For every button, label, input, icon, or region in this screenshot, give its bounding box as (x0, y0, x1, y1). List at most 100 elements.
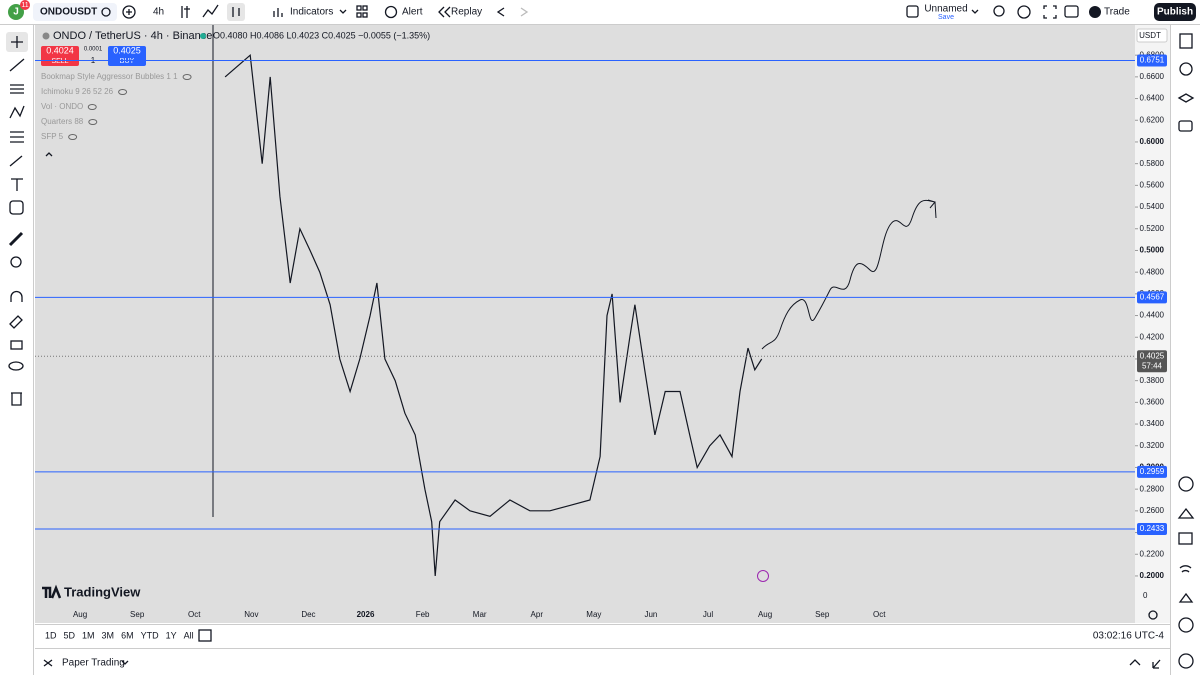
text-tool[interactable] (11, 178, 23, 191)
watchlist-button[interactable] (1179, 33, 1193, 49)
price-label: 0.6751 (1140, 56, 1165, 65)
price-label-box (1137, 54, 1167, 67)
publish-label: Publish (1157, 7, 1193, 18)
layout-name[interactable]: Unnamed (924, 4, 967, 15)
spread: 0.0001 (84, 47, 103, 53)
delete-tool[interactable] (11, 392, 22, 406)
settings-button[interactable] (1017, 5, 1031, 19)
indicator[interactable]: SFP 5 (41, 132, 64, 141)
y-tick-label: 0.2200 (1140, 549, 1165, 558)
indicator[interactable]: Bookmap Style Aggressor Bubbles 1 1 (41, 72, 178, 81)
axis-settings[interactable] (1148, 610, 1158, 620)
brush-tool[interactable] (9, 155, 23, 167)
indicator[interactable]: Ichimoku 9 26 52 26 (41, 87, 114, 96)
visibility-toggle[interactable] (68, 134, 78, 140)
layout-icon[interactable] (356, 5, 362, 11)
zoom-tool[interactable] (10, 256, 22, 268)
buy-button[interactable] (108, 46, 146, 66)
compare-button[interactable] (122, 5, 136, 19)
search-button[interactable] (993, 5, 1005, 17)
candles-button[interactable] (227, 3, 245, 21)
alert-icon (384, 5, 398, 19)
range-button[interactable]: 1Y (166, 630, 177, 640)
forecast-tool[interactable] (10, 131, 24, 143)
y-tick-label: 0.5000 (1140, 246, 1165, 255)
event-marker[interactable] (757, 570, 769, 582)
visibility-toggle[interactable] (88, 119, 98, 125)
avatar[interactable] (8, 4, 24, 20)
visibility-toggle[interactable] (182, 74, 192, 80)
y-tick-label: 0.3600 (1140, 397, 1165, 406)
x-tick-label: Sep (815, 610, 830, 619)
expand-panel[interactable] (1129, 659, 1141, 666)
help-button[interactable] (1178, 653, 1194, 669)
layout-checkbox[interactable] (906, 5, 919, 18)
maximize-panel[interactable] (1152, 659, 1161, 669)
range-button[interactable]: 5D (64, 630, 76, 640)
hide-tool[interactable] (8, 361, 24, 371)
bars-icon[interactable] (181, 6, 190, 18)
measure-tool[interactable] (8, 231, 24, 247)
fib-tool[interactable] (10, 84, 24, 94)
y-tick-label: 0.3800 (1140, 376, 1165, 385)
alert-button[interactable]: Alert (402, 7, 423, 18)
watermark: TradingView (64, 584, 141, 599)
layers-button[interactable] (1177, 93, 1195, 103)
visibility-toggle[interactable] (87, 104, 97, 110)
pattern-tool[interactable] (9, 105, 25, 119)
range-button[interactable]: 1M (82, 630, 95, 640)
symbol-search[interactable] (33, 3, 117, 21)
interval[interactable]: 4h (153, 7, 164, 18)
caret[interactable] (339, 9, 347, 14)
side-button[interactable] (1178, 476, 1194, 492)
badge-count: 11 (21, 2, 28, 9)
range-bar: 03:02:16 UTC-4 1D 5D 1M 3M 6M YTD 1Y All (45, 629, 1165, 642)
collapse-legend[interactable] (45, 152, 53, 157)
indicator[interactable]: Vol · ONDO (41, 102, 83, 111)
y-tick-label: 0.2800 (1140, 484, 1165, 493)
last-price: 0.4025 (1140, 351, 1165, 360)
fullscreen-button[interactable] (1043, 5, 1057, 19)
side-button[interactable] (1178, 592, 1194, 603)
x-tick-label: May (586, 610, 601, 619)
undo-button[interactable] (496, 7, 505, 17)
indicators-button[interactable]: Indicators (290, 7, 333, 18)
y-tick-label: 0.3400 (1140, 419, 1165, 428)
draw-mode-tool[interactable] (9, 315, 23, 329)
publish-button[interactable] (1154, 3, 1196, 21)
y-tick-label: 0.3200 (1140, 441, 1165, 450)
paper-trading[interactable]: Paper Trading (62, 658, 125, 669)
save-label[interactable]: Save (938, 14, 954, 21)
range-button[interactable]: 3M (102, 630, 115, 640)
visibility-toggle[interactable] (118, 89, 128, 95)
range-button[interactable]: All (184, 630, 194, 640)
side-button[interactable] (1177, 507, 1195, 519)
range-button[interactable]: 6M (121, 630, 134, 640)
replay-button[interactable]: Replay (451, 7, 482, 18)
indicator[interactable]: Quarters 88 (41, 117, 84, 126)
line-icon[interactable] (202, 4, 219, 18)
clock: 03:02:16 UTC-4 (1093, 631, 1165, 642)
range-button[interactable]: YTD (141, 630, 160, 640)
side-button[interactable] (1179, 565, 1192, 573)
caret[interactable] (121, 660, 129, 665)
date-range-button[interactable] (198, 629, 212, 642)
sell-button[interactable] (41, 46, 79, 66)
trendline-tool[interactable] (9, 58, 25, 72)
redo-button[interactable] (520, 7, 529, 17)
side-button[interactable] (1178, 532, 1193, 545)
trade-button[interactable]: Trade (1104, 7, 1130, 18)
currency-button[interactable] (1136, 28, 1168, 43)
snapshot-button[interactable] (1064, 5, 1079, 18)
icon-tool[interactable] (9, 200, 24, 215)
lock-tool[interactable] (10, 340, 23, 350)
side-button[interactable] (1178, 617, 1194, 633)
chat-button[interactable] (1178, 120, 1193, 132)
indicators-icon (273, 8, 283, 17)
countdown: 57:44 (1142, 361, 1163, 370)
magnet-tool[interactable] (10, 290, 23, 303)
alerts-button[interactable] (1179, 62, 1193, 76)
projection-drawing (761, 199, 937, 350)
range-button[interactable]: 1D (45, 630, 57, 640)
caret[interactable] (971, 9, 979, 14)
